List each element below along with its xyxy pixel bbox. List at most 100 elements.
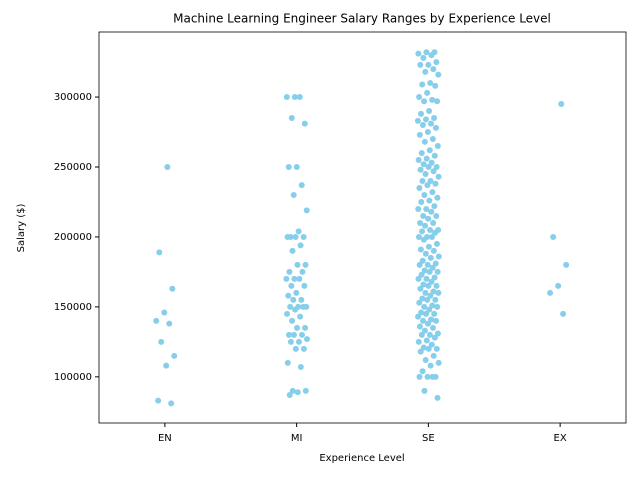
point bbox=[422, 68, 429, 75]
point bbox=[421, 138, 428, 145]
point bbox=[419, 368, 426, 375]
point bbox=[429, 189, 436, 196]
y-axis-label: Salary ($) bbox=[16, 204, 27, 253]
point bbox=[428, 159, 435, 166]
point bbox=[555, 282, 562, 289]
point bbox=[420, 161, 427, 168]
point bbox=[417, 246, 424, 253]
point bbox=[292, 306, 299, 313]
point bbox=[302, 387, 309, 394]
point bbox=[416, 299, 423, 306]
point bbox=[423, 310, 430, 317]
point bbox=[426, 268, 433, 275]
point bbox=[300, 233, 307, 240]
point bbox=[288, 115, 295, 122]
point bbox=[424, 320, 431, 327]
point bbox=[422, 357, 429, 364]
point bbox=[432, 260, 439, 267]
point bbox=[417, 61, 424, 68]
point bbox=[420, 344, 427, 351]
point bbox=[428, 233, 435, 240]
point bbox=[424, 89, 431, 96]
point bbox=[431, 334, 438, 341]
point bbox=[424, 129, 431, 136]
point bbox=[427, 254, 434, 261]
point bbox=[303, 207, 310, 214]
point bbox=[294, 324, 301, 331]
point bbox=[419, 228, 426, 235]
point bbox=[428, 208, 435, 215]
point bbox=[416, 261, 423, 268]
point bbox=[415, 275, 422, 282]
y-tick-label: 250000 bbox=[54, 162, 92, 173]
point bbox=[166, 320, 173, 327]
point bbox=[420, 317, 427, 324]
point bbox=[415, 338, 422, 345]
point bbox=[284, 310, 291, 317]
point bbox=[431, 152, 438, 159]
y-tick-label: 200000 bbox=[54, 232, 92, 243]
y-tick-label: 150000 bbox=[54, 302, 92, 313]
point bbox=[423, 337, 430, 344]
point bbox=[423, 155, 430, 162]
x-tick-label: MI bbox=[291, 433, 303, 444]
point bbox=[418, 271, 425, 278]
point bbox=[424, 182, 431, 189]
point bbox=[434, 330, 441, 337]
point bbox=[426, 331, 433, 338]
point bbox=[430, 168, 437, 175]
point bbox=[295, 228, 302, 235]
point bbox=[300, 303, 307, 310]
point bbox=[163, 362, 170, 369]
point bbox=[416, 373, 423, 380]
point bbox=[302, 324, 309, 331]
point bbox=[422, 170, 429, 177]
point bbox=[431, 203, 438, 210]
point bbox=[433, 163, 440, 170]
point bbox=[294, 389, 301, 396]
point bbox=[421, 303, 428, 310]
point bbox=[288, 282, 295, 289]
point bbox=[424, 373, 431, 380]
point bbox=[297, 313, 304, 320]
point bbox=[293, 289, 300, 296]
point bbox=[286, 392, 293, 399]
point bbox=[429, 302, 436, 309]
chart-title: Machine Learning Engineer Salary Ranges … bbox=[173, 12, 551, 26]
point bbox=[433, 59, 440, 66]
point bbox=[435, 173, 442, 180]
point bbox=[434, 98, 441, 105]
point bbox=[418, 331, 425, 338]
point bbox=[428, 341, 435, 348]
point bbox=[287, 338, 294, 345]
point bbox=[419, 295, 426, 302]
point bbox=[432, 180, 439, 187]
point bbox=[296, 94, 303, 101]
point bbox=[426, 147, 433, 154]
point bbox=[417, 348, 424, 355]
point bbox=[419, 81, 426, 88]
point bbox=[426, 197, 433, 204]
point bbox=[435, 289, 442, 296]
point bbox=[547, 289, 554, 296]
point bbox=[432, 296, 439, 303]
point bbox=[425, 345, 432, 352]
point bbox=[285, 292, 292, 299]
point bbox=[430, 247, 437, 254]
point bbox=[433, 282, 440, 289]
point bbox=[558, 101, 565, 108]
point bbox=[425, 61, 432, 68]
point bbox=[290, 331, 297, 338]
point bbox=[423, 49, 430, 56]
point bbox=[421, 327, 428, 334]
point bbox=[415, 205, 422, 212]
point bbox=[284, 359, 291, 366]
point bbox=[421, 387, 428, 394]
point bbox=[428, 278, 435, 285]
point bbox=[415, 50, 422, 57]
point bbox=[420, 281, 427, 288]
point bbox=[433, 345, 440, 352]
point bbox=[153, 317, 160, 324]
point bbox=[289, 387, 296, 394]
point bbox=[298, 182, 305, 189]
